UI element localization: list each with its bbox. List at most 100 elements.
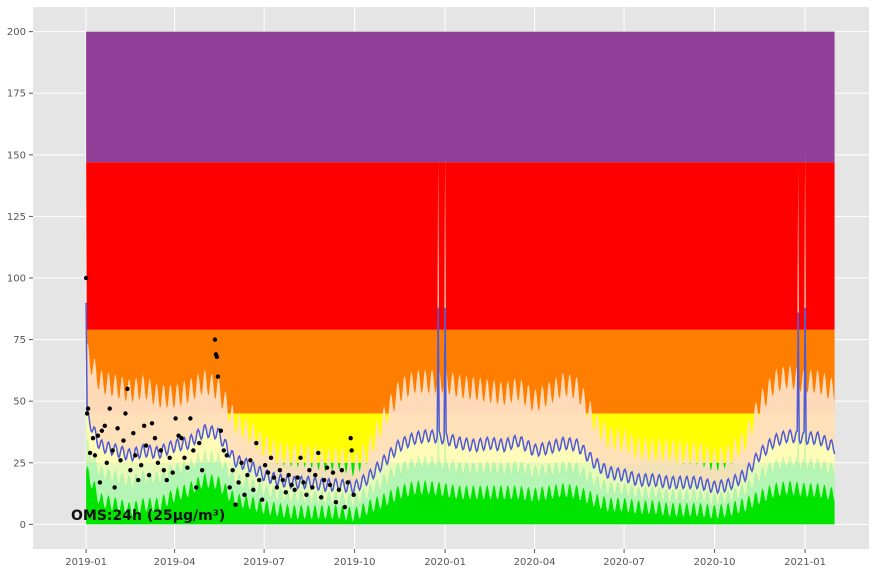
- observed-point: [301, 480, 306, 485]
- observed-point: [143, 443, 149, 448]
- x-tick-label: 2020-10: [694, 557, 736, 568]
- observed-point: [214, 354, 220, 360]
- observed-point: [146, 472, 152, 478]
- observed-point: [158, 448, 164, 453]
- observed-point: [271, 475, 277, 480]
- observed-point: [268, 455, 274, 461]
- observed-point: [121, 438, 126, 443]
- observed-point: [310, 485, 315, 490]
- observed-point: [194, 485, 199, 490]
- lower-uncertainty-area: [86, 386, 835, 522]
- x-tick-label: 2019-07: [243, 557, 285, 568]
- observed-point: [199, 467, 205, 473]
- observed-points: [83, 275, 356, 510]
- observed-point: [239, 460, 244, 465]
- observed-point: [351, 492, 356, 497]
- observed-point: [152, 435, 158, 441]
- observed-point: [90, 435, 96, 441]
- observed-point: [307, 467, 312, 473]
- observed-point: [342, 504, 347, 510]
- observed-point: [230, 467, 235, 473]
- x-tick-label: 2020-07: [603, 557, 645, 568]
- observed-point: [283, 490, 288, 495]
- observed-point: [110, 448, 115, 453]
- observed-point: [149, 421, 155, 426]
- observed-point: [349, 448, 354, 453]
- observed-point: [280, 477, 286, 483]
- observed-point: [292, 487, 297, 493]
- observed-point: [233, 502, 238, 507]
- forecast-series: [85, 302, 836, 495]
- observed-point: [236, 480, 241, 485]
- observed-point: [185, 465, 190, 470]
- observed-point: [104, 460, 109, 465]
- observed-point: [262, 463, 268, 468]
- observed-point: [248, 458, 253, 463]
- observed-point: [92, 453, 98, 458]
- observed-point: [84, 411, 90, 416]
- x-axis-ticks: 2019-01 2019-04 2019-07 2019-10 2020-01 2020-…: [65, 549, 826, 568]
- y-tick-label: 175: [7, 89, 26, 100]
- observed-point: [83, 275, 89, 281]
- observed-point: [125, 386, 130, 392]
- observed-point: [254, 440, 259, 446]
- observed-point: [197, 440, 202, 446]
- observed-point: [330, 470, 336, 475]
- y-tick-label: 0: [20, 520, 26, 531]
- observed-point: [339, 467, 345, 473]
- observed-point: [115, 426, 120, 431]
- observed-point: [176, 433, 181, 438]
- observed-point: [227, 485, 232, 490]
- observed-point: [348, 435, 353, 441]
- observed-point: [336, 487, 342, 493]
- observed-point: [141, 423, 147, 429]
- observed-point: [324, 465, 330, 470]
- forecast-line: [85, 302, 836, 495]
- observed-point: [167, 455, 172, 461]
- x-tick-label: 2020-01: [424, 557, 466, 568]
- observed-point: [87, 450, 93, 456]
- observed-point: [164, 477, 169, 483]
- observed-point: [298, 455, 303, 461]
- observed-point: [295, 475, 300, 480]
- observed-point: [155, 460, 161, 465]
- observed-point: [265, 470, 271, 475]
- observed-point: [128, 467, 133, 473]
- observed-point: [136, 477, 141, 483]
- y-tick-label: 200: [7, 27, 26, 38]
- observed-point: [188, 416, 193, 421]
- observed-point: [242, 492, 247, 497]
- observed-point: [289, 482, 294, 488]
- y-tick-label: 50: [13, 397, 26, 408]
- observed-point: [218, 428, 224, 433]
- observed-point: [99, 428, 105, 433]
- observed-point: [133, 453, 138, 458]
- observed-point: [138, 463, 144, 468]
- observed-point: [251, 487, 256, 493]
- observed-point: [85, 406, 91, 411]
- y-tick-label: 25: [13, 458, 26, 469]
- observed-point: [221, 448, 227, 453]
- observed-point: [182, 455, 187, 461]
- observed-point: [245, 472, 250, 478]
- observed-point: [112, 485, 117, 490]
- observed-point: [95, 433, 101, 438]
- observed-point: [118, 458, 123, 463]
- observed-point: [345, 480, 350, 485]
- observed-point: [179, 435, 184, 441]
- y-tick-label: 150: [7, 150, 26, 161]
- observed-point: [212, 337, 218, 342]
- observed-point: [161, 467, 167, 473]
- x-tick-label: 2021-01: [784, 557, 826, 568]
- y-tick-label: 125: [7, 212, 26, 223]
- observed-point: [97, 480, 103, 485]
- observed-point: [257, 477, 262, 483]
- observed-point: [274, 485, 280, 490]
- observed-point: [286, 472, 291, 478]
- observed-point: [224, 453, 229, 458]
- y-axis-ticks: 0 25 50 75 100 125 150 175 200: [7, 27, 33, 531]
- observed-point: [316, 450, 321, 456]
- observed-point: [313, 472, 318, 478]
- x-tick-label: 2019-01: [65, 557, 107, 568]
